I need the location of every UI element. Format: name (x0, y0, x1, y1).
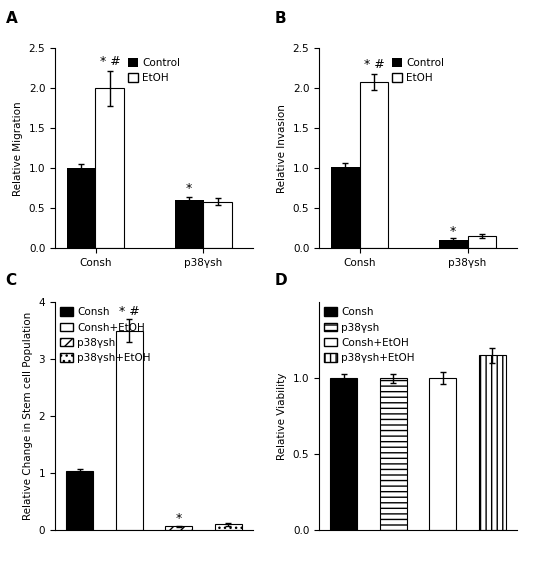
Bar (439, 240, 468, 248)
Legend: Control, EtOH: Control, EtOH (388, 54, 448, 87)
Y-axis label: Relative Invasion: Relative Invasion (277, 104, 287, 193)
Y-axis label: Relative Viability: Relative Viability (277, 372, 287, 460)
Bar (67, 168, 96, 248)
Legend: Consh, p38γsh, Consh+EtOH, p38γsh+EtOH: Consh, p38γsh, Consh+EtOH, p38γsh+EtOH (324, 307, 414, 363)
Text: *: * (186, 182, 192, 196)
Text: * #: * # (119, 305, 140, 318)
Text: * #: * # (100, 55, 120, 68)
Text: *: * (175, 512, 182, 525)
Bar (204, 202, 232, 248)
Legend: Control, EtOH: Control, EtOH (124, 54, 184, 87)
Bar (214, 524, 242, 530)
Bar (165, 526, 192, 530)
Text: C: C (6, 273, 16, 288)
Bar (116, 331, 143, 530)
Text: A: A (6, 11, 17, 26)
Bar (429, 378, 456, 530)
Bar (96, 88, 124, 248)
Bar (331, 166, 360, 248)
Text: B: B (275, 11, 287, 26)
Text: * #: * # (364, 58, 384, 71)
Bar (468, 236, 496, 248)
Text: D: D (275, 273, 288, 288)
Y-axis label: Relative Migration: Relative Migration (13, 101, 23, 196)
Bar (330, 378, 358, 530)
Legend: Consh, Consh+EtOH, p38γsh, p38γsh+EtOH: Consh, Consh+EtOH, p38γsh, p38γsh+EtOH (60, 307, 150, 363)
Y-axis label: Relative Change in Stem cell Population: Relative Change in Stem cell Population (23, 312, 33, 520)
Bar (66, 471, 94, 530)
Bar (360, 82, 388, 248)
Bar (379, 378, 407, 530)
Bar (175, 200, 204, 248)
Text: *: * (450, 225, 456, 238)
Bar (478, 355, 506, 530)
